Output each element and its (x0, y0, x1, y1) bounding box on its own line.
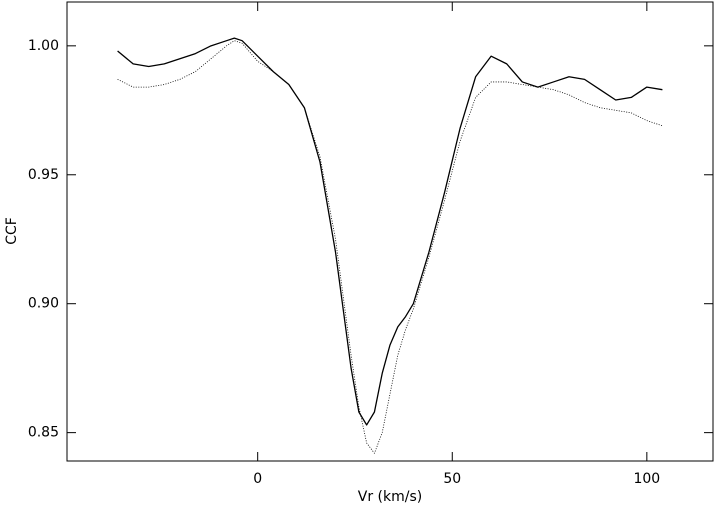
y-tick-label: 0.90 (28, 296, 59, 312)
y-tick-label: 1.00 (28, 38, 59, 54)
y-tick-label: 0.95 (28, 167, 59, 183)
series-line (117, 37, 663, 426)
x-tick-label: 50 (443, 471, 461, 487)
x-tick-label: 100 (633, 471, 660, 487)
x-axis-label: Vr (km/s) (358, 489, 422, 505)
x-tick-label: 0 (253, 471, 262, 487)
y-axis-label: CCF (4, 217, 20, 245)
series-line (117, 40, 663, 454)
plot-frame (66, 1, 714, 462)
y-tick-label: 0.85 (28, 425, 59, 441)
